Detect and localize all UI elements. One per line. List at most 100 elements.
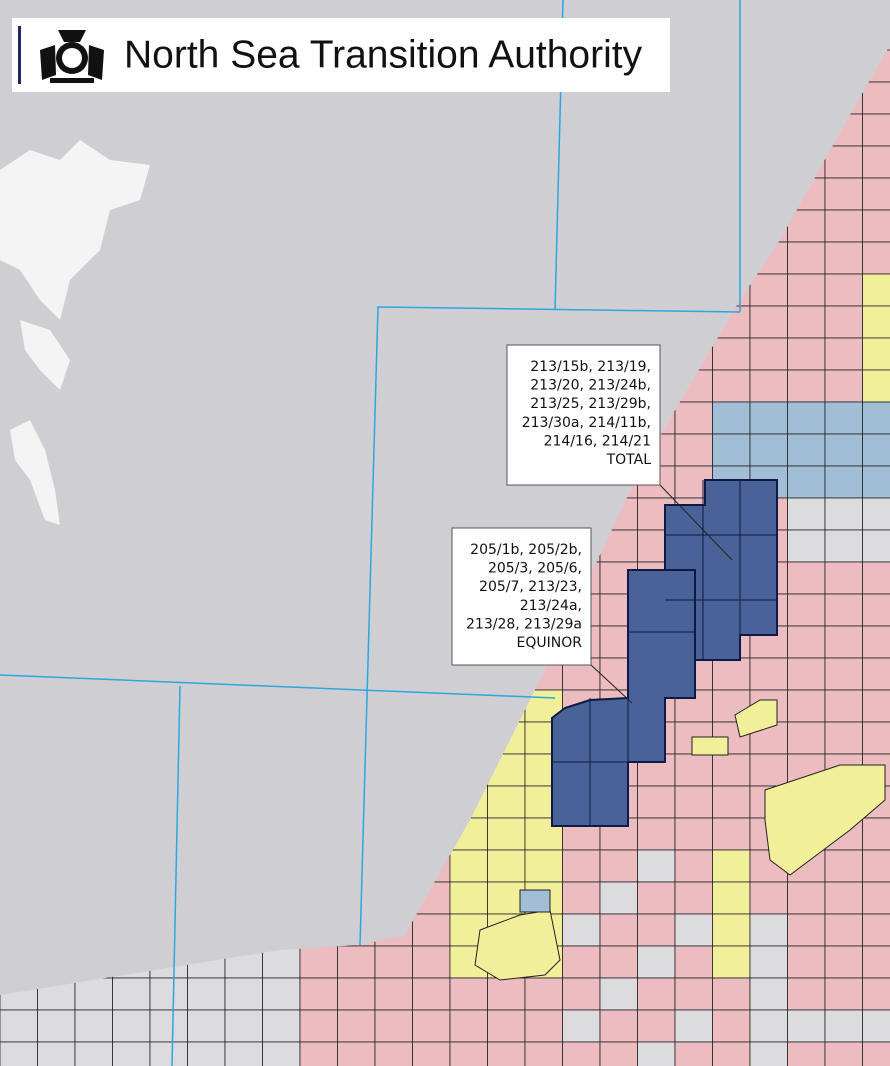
block (787, 465, 826, 499)
block (637, 977, 676, 1011)
callout-line: 205/7, 213/23, (479, 579, 582, 595)
block (637, 817, 676, 851)
block (824, 721, 863, 755)
block (637, 1041, 676, 1066)
callout-line: 213/30a, 214/11b, (522, 415, 651, 431)
block (487, 849, 526, 883)
block (824, 1041, 863, 1066)
block (637, 785, 676, 819)
block (824, 657, 863, 691)
block (824, 465, 863, 499)
block (824, 177, 863, 211)
block (112, 1009, 151, 1043)
block (37, 1009, 76, 1043)
block (374, 945, 413, 979)
block (862, 817, 890, 851)
block (749, 369, 788, 403)
block (862, 1009, 890, 1043)
block (862, 593, 890, 627)
block (824, 337, 863, 371)
block (862, 689, 890, 723)
block (337, 977, 376, 1011)
block (449, 977, 488, 1011)
block (787, 881, 826, 915)
block (149, 977, 188, 1011)
block (862, 273, 890, 307)
block (712, 881, 751, 915)
block (862, 881, 890, 915)
block (599, 1041, 638, 1066)
block (824, 273, 863, 307)
blue-area (519, 889, 551, 913)
block (749, 401, 788, 435)
block (712, 1009, 751, 1043)
yellow-area (734, 699, 778, 738)
block (562, 1041, 601, 1066)
block (449, 1009, 488, 1043)
block (712, 433, 751, 467)
block (749, 945, 788, 979)
block (862, 465, 890, 499)
block (712, 785, 751, 819)
block (449, 1041, 488, 1066)
block (712, 369, 751, 403)
block (712, 977, 751, 1011)
block (674, 753, 713, 787)
block (224, 1041, 263, 1066)
callout-line: 205/3, 205/6, (488, 561, 582, 577)
callout-line: 213/24a, (520, 598, 582, 614)
block (749, 657, 788, 691)
block (862, 561, 890, 595)
block (787, 977, 826, 1011)
callout-line: 213/15b, 213/19, (530, 359, 651, 375)
block (187, 977, 226, 1011)
block (862, 177, 890, 211)
block (562, 977, 601, 1011)
block (862, 337, 890, 371)
block (712, 337, 751, 371)
block (224, 977, 263, 1011)
block (787, 529, 826, 563)
block (599, 977, 638, 1011)
block (712, 753, 751, 787)
block (787, 593, 826, 627)
block (824, 913, 863, 947)
block (674, 849, 713, 883)
block (862, 209, 890, 243)
block (749, 977, 788, 1011)
block (712, 817, 751, 851)
block (749, 913, 788, 947)
block (787, 945, 826, 979)
block (787, 625, 826, 659)
block (862, 529, 890, 563)
block (299, 1009, 338, 1043)
block (787, 657, 826, 691)
block (712, 401, 751, 435)
block (824, 977, 863, 1011)
block (299, 945, 338, 979)
block (112, 1041, 151, 1066)
block (374, 1009, 413, 1043)
block (487, 977, 526, 1011)
block (599, 849, 638, 883)
block (674, 817, 713, 851)
block (487, 1009, 526, 1043)
block (487, 1041, 526, 1066)
block (862, 721, 890, 755)
block (749, 337, 788, 371)
block (862, 113, 890, 147)
block (824, 401, 863, 435)
block (824, 593, 863, 627)
block (712, 945, 751, 979)
block (787, 337, 826, 371)
block (862, 913, 890, 947)
block (862, 657, 890, 691)
block (749, 433, 788, 467)
block (787, 433, 826, 467)
block (787, 369, 826, 403)
block (787, 913, 826, 947)
block (787, 689, 826, 723)
callout-box (506, 344, 661, 486)
block (487, 785, 526, 819)
